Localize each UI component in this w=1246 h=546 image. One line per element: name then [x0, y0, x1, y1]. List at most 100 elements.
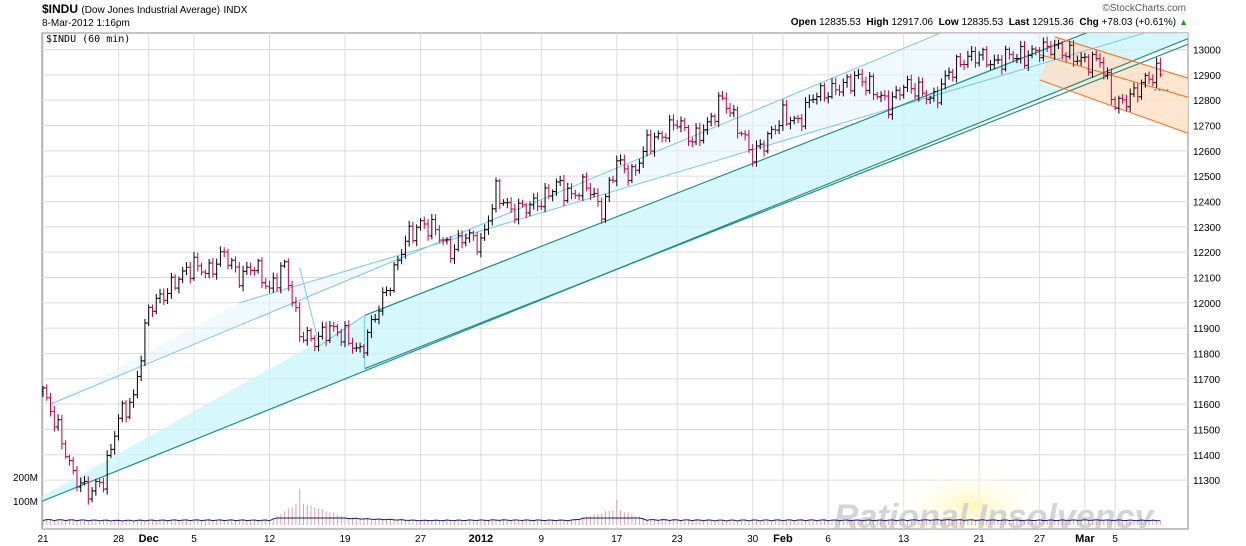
- ohlc-bar: [1158, 57, 1163, 78]
- x-axis-tick-label: 12: [264, 534, 276, 545]
- ohlc-bar: [418, 218, 423, 231]
- ohlc-bar: [928, 95, 933, 104]
- y-axis-tick-label: 11700: [1193, 375, 1221, 386]
- brand-link[interactable]: ©StockCharts.com: [1102, 3, 1186, 14]
- ohlc-bar: [275, 273, 280, 292]
- ohlc-bar: [309, 328, 314, 342]
- ohlc-bar: [1014, 53, 1019, 64]
- ohlc-bar: [569, 183, 574, 200]
- ohlc-bar: [426, 218, 431, 241]
- ohlc-bar: [335, 323, 340, 337]
- ohlc-bar: [358, 342, 363, 353]
- ohlc-bar: [1135, 83, 1140, 103]
- ohlc-bar: [746, 130, 751, 153]
- change-value: +78.03 (+0.61%): [1101, 17, 1177, 28]
- ohlc-bar: [814, 92, 819, 105]
- x-axis-tick-label: 23: [672, 534, 684, 545]
- y-axis-tick-label: 12700: [1193, 121, 1221, 132]
- ohlc-bar: [218, 246, 223, 267]
- y-axis-tick-label: 11900: [1193, 324, 1221, 335]
- ohlc-bar: [769, 125, 774, 139]
- ohlc-bar: [407, 220, 412, 247]
- ohlc-bar: [63, 440, 68, 459]
- ohlc-bar: [701, 124, 706, 144]
- ohlc-bar: [678, 116, 683, 133]
- ohlc-bar: [120, 400, 125, 423]
- ohlc-bar: [1128, 88, 1133, 112]
- ohlc-bar: [124, 400, 129, 423]
- ohlc-bar: [290, 280, 295, 307]
- ohlc-bar: [663, 133, 668, 143]
- ohlc-bar: [648, 129, 653, 155]
- ohlc-bar: [1116, 95, 1121, 114]
- ohlc-bar: [611, 175, 616, 184]
- ohlc-bar: [626, 164, 631, 186]
- ohlc-bar: [935, 86, 940, 109]
- ohlc-bar: [697, 122, 702, 147]
- ohlc-bar: [573, 189, 578, 199]
- ohlc-bar: [724, 92, 729, 114]
- ohlc-bar: [312, 335, 317, 352]
- ohlc-bar: [210, 257, 215, 278]
- ohlc-bar: [373, 314, 378, 323]
- last-value: 12915.36: [1032, 17, 1074, 28]
- x-axis-tick-label: 21: [974, 534, 986, 545]
- ohlc-bar: [890, 91, 895, 120]
- ohlc-bar: [44, 384, 49, 401]
- ohlc-bar: [811, 94, 816, 103]
- ohlc-bar: [969, 46, 974, 62]
- ohlc-bar: [924, 89, 929, 105]
- ohlc-bar: [1105, 67, 1110, 80]
- ohlc-bar: [327, 320, 332, 344]
- ohlc-bar: [1037, 47, 1042, 63]
- symbol: $INDU: [42, 2, 79, 16]
- ohlc-bar: [716, 92, 721, 127]
- ohlc-bar: [712, 113, 717, 126]
- ohlc-bar: [558, 175, 563, 186]
- ohlc-bar: [675, 119, 680, 130]
- ohlc-bar: [1094, 50, 1099, 62]
- ohlc-bar: [886, 90, 891, 119]
- ohlc-bar: [475, 232, 480, 255]
- ohlc-bar: [901, 84, 906, 99]
- ohlc-bar: [694, 123, 699, 145]
- ohlc-bar: [796, 114, 800, 124]
- ohlc-bar: [879, 91, 884, 103]
- ohlc-bar: [950, 68, 955, 82]
- ohlc-bar: [392, 262, 397, 293]
- ohlc-bar: [460, 230, 465, 249]
- ohlc-bar: [188, 261, 193, 284]
- exchange: INDX: [223, 5, 248, 16]
- ohlc-bar: [848, 73, 853, 94]
- ohlc-bar: [516, 198, 521, 225]
- ohlc-bar: [784, 100, 789, 127]
- y-axis-tick-label: 12600: [1193, 147, 1221, 158]
- ohlc-bar: [660, 130, 665, 143]
- ohlc-bar: [263, 277, 268, 290]
- ohlc-bar: [1064, 52, 1069, 62]
- ohlc-bar: [471, 230, 476, 241]
- ohlc-bar: [645, 129, 649, 157]
- ohlc-bar: [863, 76, 868, 96]
- ohlc-bar: [520, 199, 525, 208]
- ohlc-bar: [52, 405, 57, 432]
- ohlc-bar: [992, 54, 997, 69]
- ohlc-bar: [305, 326, 310, 346]
- ohlc-bar: [709, 112, 714, 127]
- ohlc-bar: [1056, 39, 1061, 49]
- ohlc-bar: [414, 224, 419, 247]
- ohlc-bar: [947, 67, 951, 80]
- ohlc-bar: [195, 252, 200, 272]
- ohlc-bar: [90, 487, 95, 503]
- ohlc-bar: [150, 304, 155, 317]
- ohlc-bar: [780, 99, 785, 131]
- ohlc-bar: [494, 177, 498, 213]
- ohlc-bar: [444, 237, 449, 245]
- ohlc-bar: [93, 479, 98, 496]
- ohlc-bar: [339, 328, 344, 346]
- ohlc-bar: [984, 46, 989, 68]
- ohlc-bar: [267, 280, 272, 294]
- ohlc-bar: [384, 286, 389, 297]
- ohlc-bar: [1131, 82, 1136, 98]
